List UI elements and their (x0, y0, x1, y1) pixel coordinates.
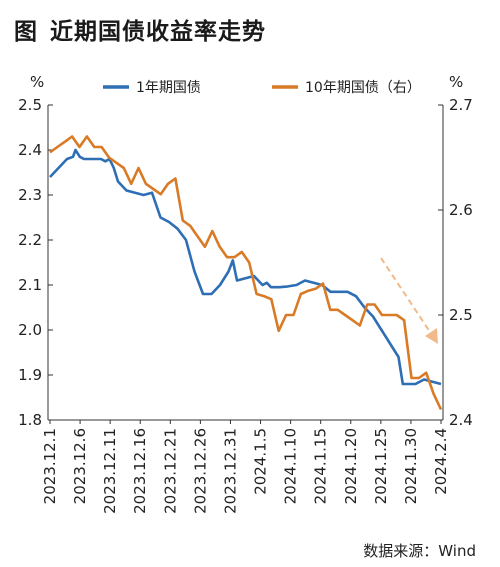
x-tick-label: 2024.1.15 (312, 428, 330, 504)
x-tick-label: 2024.1.30 (402, 428, 420, 504)
y-left-tick-label: 2.0 (18, 321, 42, 339)
y-right-unit: % (449, 73, 463, 91)
x-tick-label: 2024.1.20 (342, 428, 360, 504)
x-tick-label: 2023.12.21 (161, 428, 179, 514)
trend-arrow-head (425, 328, 438, 344)
y-right-tick-label: 2.5 (449, 306, 473, 324)
x-tick-label: 2023.12.11 (101, 428, 119, 514)
y-left-tick-label: 2.1 (18, 276, 42, 294)
legend-label-2: 10年期国债（右） (305, 80, 421, 96)
y-left-tick-label: 2.2 (18, 231, 42, 249)
x-tick-label: 2024.2.4 (432, 428, 450, 495)
y-left-tick-label: 1.9 (18, 366, 42, 384)
y-right-tick-label: 2.6 (449, 201, 473, 219)
y-left-tick-label: 2.4 (18, 141, 42, 159)
x-tick-label: 2024.1.10 (282, 428, 300, 504)
y-left-tick-label: 2.3 (18, 186, 42, 204)
trend-arrow-line (380, 257, 433, 336)
x-tick-label: 2023.12.1 (41, 428, 59, 504)
y-right-tick-label: 2.7 (449, 96, 473, 114)
chart-title: 图近期国债收益率走势 (14, 12, 266, 46)
legend-label-1: 1年期国债 (136, 80, 201, 96)
y-left-tick-label: 2.5 (18, 96, 42, 114)
y-left-tick-label: 1.8 (18, 411, 42, 429)
data-source: 数据来源：Wind (363, 542, 476, 560)
figure-title: 近期国债收益率走势 (50, 19, 266, 45)
y-right-tick-label: 2.4 (449, 411, 473, 429)
y-left-unit: % (30, 73, 44, 91)
x-tick-label: 2024.1.25 (372, 428, 390, 504)
x-tick-label: 2023.12.16 (131, 428, 149, 514)
series-line-2 (49, 135, 443, 411)
series-line-1 (49, 148, 442, 386)
figure-label: 图 (14, 19, 38, 45)
x-tick-label: 2024.1.5 (252, 428, 270, 495)
x-tick-label: 2023.12.6 (71, 428, 89, 504)
x-tick-label: 2023.12.31 (221, 428, 239, 514)
x-tick-label: 2023.12.26 (191, 428, 209, 514)
